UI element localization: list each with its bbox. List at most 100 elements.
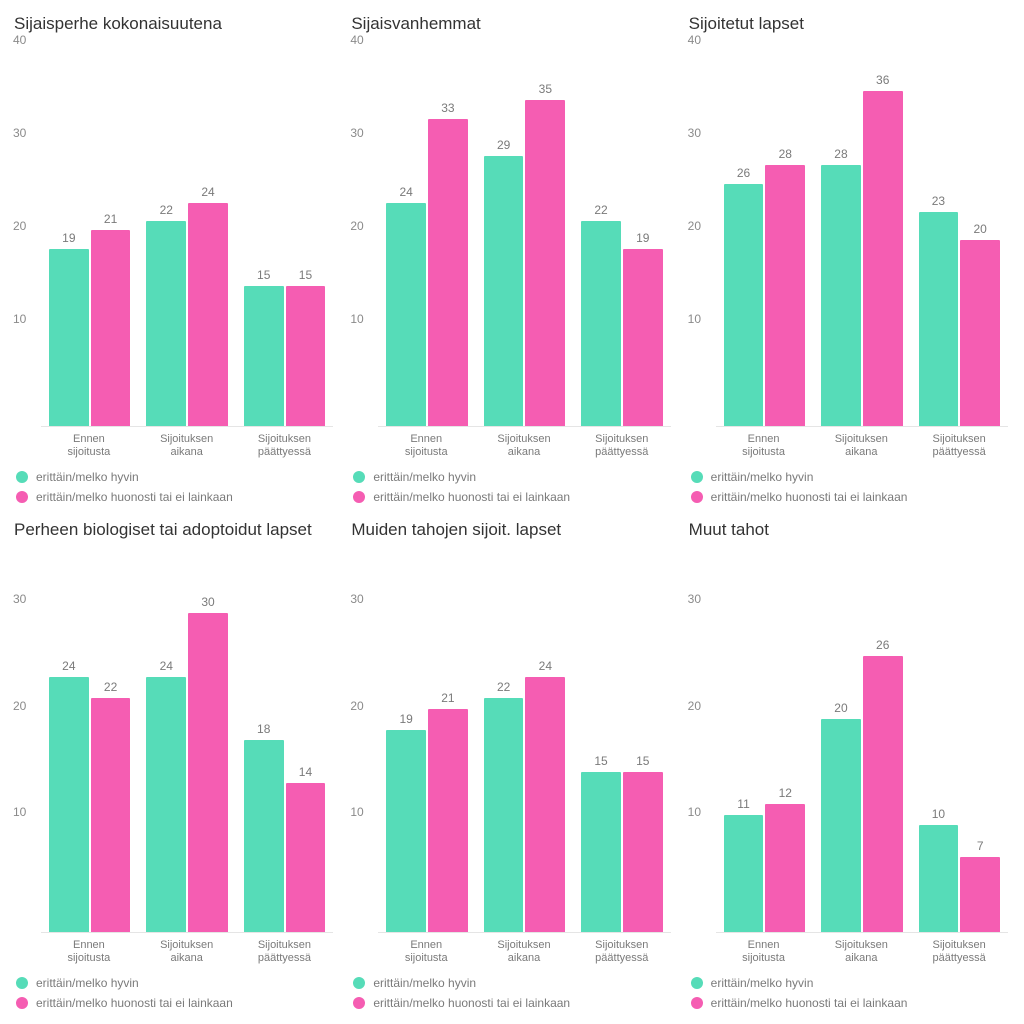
legend-label: erittäin/melko huonosti tai ei lainkaan (36, 490, 233, 504)
bar-series-2: 24 (188, 203, 228, 426)
plot-area: 102030242224301814 (12, 550, 337, 933)
legend-item: erittäin/melko huonosti tai ei lainkaan (16, 490, 337, 504)
bar-value-label: 10 (932, 807, 945, 821)
x-tick-label: Ennensijoitusta (715, 433, 813, 461)
chart-panel: Sijoitetut lapset10203040262828362320Enn… (685, 10, 1014, 508)
x-tick-label: Sijoituksenpäättyessä (910, 939, 1008, 967)
x-axis: EnnensijoitustaSijoituksenaikanaSijoituk… (377, 433, 670, 461)
bars-container: 262828362320 (716, 54, 1008, 427)
bar-series-1: 22 (581, 221, 621, 425)
bar-value-label: 28 (834, 147, 847, 161)
bar-series-1: 19 (386, 730, 426, 932)
bar-group: 2320 (911, 54, 1008, 426)
bar-series-2: 28 (765, 165, 805, 425)
bars-container: 242224 30 1814 (41, 560, 333, 933)
bar-series-1: 19 (49, 249, 89, 425)
bar-group: 2422 (41, 560, 138, 932)
bar-group: 1112 (716, 560, 813, 932)
chart-wrap: 10203040243329352219EnnensijoitustaSijoi… (349, 44, 674, 504)
bar-value-label: 15 (594, 754, 607, 768)
bar-group: 1515 (236, 54, 333, 426)
bar-series-1: 22 (146, 221, 186, 425)
y-tick-label: 20 (688, 699, 701, 713)
bar-value-label: 22 (594, 203, 607, 217)
plot-area: 10203040262828362320 (687, 44, 1012, 427)
x-tick-label: Sijoituksenaikana (812, 433, 910, 461)
bar-series-1: 29 (484, 156, 524, 425)
bar-series-1: 10 (919, 825, 959, 931)
legend-swatch (691, 491, 703, 503)
panel-title: Sijaisperhe kokonaisuutena (12, 14, 337, 34)
chart-grid: Sijaisperhe kokonaisuutena 10 20 30 40 19 21 22… (10, 10, 1014, 1014)
chart-wrap: 10203040192122241515EnnensijoitustaSijoi… (12, 44, 337, 504)
bar-value-label: 24 (400, 185, 413, 199)
bar-group: 22 24 (476, 560, 573, 932)
bar-series-2: 22 (91, 698, 131, 932)
legend-label: erittäin/melko hyvin (373, 470, 476, 484)
legend-item: erittäin/melko huonosti tai ei lainkaan (16, 996, 337, 1010)
bar-value-label: 24 (539, 659, 552, 673)
bar-value-label: 36 (876, 73, 889, 87)
y-tick-label: 20 (350, 219, 363, 233)
bar-series-2: 15 (623, 772, 663, 931)
x-tick-label: Sijoituksenpäättyessä (236, 939, 334, 967)
bar-value-label: 28 (779, 147, 792, 161)
bar-series-2: 33 (428, 119, 468, 425)
legend: erittäin/melko hyvinerittäin/melko huono… (16, 976, 337, 1010)
bar-group: 2935 (476, 54, 573, 426)
bar-series-1: 24 (386, 203, 426, 426)
x-tick-label: Sijoituksenaikana (138, 433, 236, 461)
bar-group: 2026 (813, 560, 910, 932)
bar-value-label: 30 (201, 595, 214, 609)
bar-series-1: 15 (244, 286, 284, 425)
legend-swatch (353, 471, 365, 483)
legend-swatch (691, 471, 703, 483)
bar-series-2: 14 (286, 783, 326, 932)
plot-area: 10203040243329352219 (349, 44, 674, 427)
x-axis: EnnensijoitustaSijoituksenaikanaSijoituk… (40, 939, 333, 967)
x-tick-label: Sijoituksenpäättyessä (910, 433, 1008, 461)
y-tick-label: 20 (688, 219, 701, 233)
panel-title: Perheen biologiset tai adoptoidut lapset (12, 520, 337, 540)
x-tick-label: Sijoituksenpäättyessä (573, 939, 671, 967)
legend-swatch (16, 491, 28, 503)
y-tick-label: 30 (13, 592, 26, 606)
bar-series-2: 36 (863, 91, 903, 425)
bar-value-label: 15 (299, 268, 312, 282)
bar-series-2: 20 (960, 240, 1000, 426)
chart-wrap: 102030242224301814EnnensijoitustaSijoitu… (12, 550, 337, 1010)
legend-item: erittäin/melko hyvin (691, 976, 1012, 990)
bar-value-label: 29 (497, 138, 510, 152)
plot-area: 10203011122026107 (687, 550, 1012, 933)
legend-label: erittäin/melko huonosti tai ei lainkaan (373, 490, 570, 504)
bar-group: 2433 (378, 54, 475, 426)
legend-item: erittäin/melko hyvin (353, 976, 674, 990)
bar-value-label: 19 (636, 231, 649, 245)
bar-series-2: 35 (525, 100, 565, 425)
bar-series-1: 26 (724, 184, 764, 425)
legend: erittäin/melko hyvinerittäin/melko huono… (691, 470, 1012, 504)
y-tick-label: 40 (350, 33, 363, 47)
x-tick-label: Sijoituksenpäättyessä (236, 433, 334, 461)
y-tick-label: 20 (13, 699, 26, 713)
chart-panel: Perheen biologiset tai adoptoidut lapset… (10, 516, 339, 1014)
bar-series-1: 22 (484, 698, 524, 932)
legend-swatch (691, 997, 703, 1009)
bar-value-label: 15 (257, 268, 270, 282)
bar-group: 2224 (138, 54, 235, 426)
legend-label: erittäin/melko hyvin (373, 976, 476, 990)
bar-value-label: 21 (441, 691, 454, 705)
bar-series-1: 24 (49, 677, 89, 932)
y-tick-label: 10 (350, 312, 363, 326)
bar-series-1: 20 (821, 719, 861, 931)
legend-item: erittäin/melko hyvin (353, 470, 674, 484)
bar-series-1: 18 (244, 740, 284, 931)
chart-panel: Sijaisvanhemmat10203040243329352219Ennen… (347, 10, 676, 508)
legend-swatch (16, 997, 28, 1009)
legend-item: erittäin/melko hyvin (691, 470, 1012, 484)
bar-value-label: 26 (737, 166, 750, 180)
legend: erittäin/melko hyvin erittäin/melko huono… (16, 470, 337, 504)
legend-swatch (353, 977, 365, 989)
bar-series-2: 7 (960, 857, 1000, 931)
legend-item: erittäin/melko hyvin (16, 470, 337, 484)
